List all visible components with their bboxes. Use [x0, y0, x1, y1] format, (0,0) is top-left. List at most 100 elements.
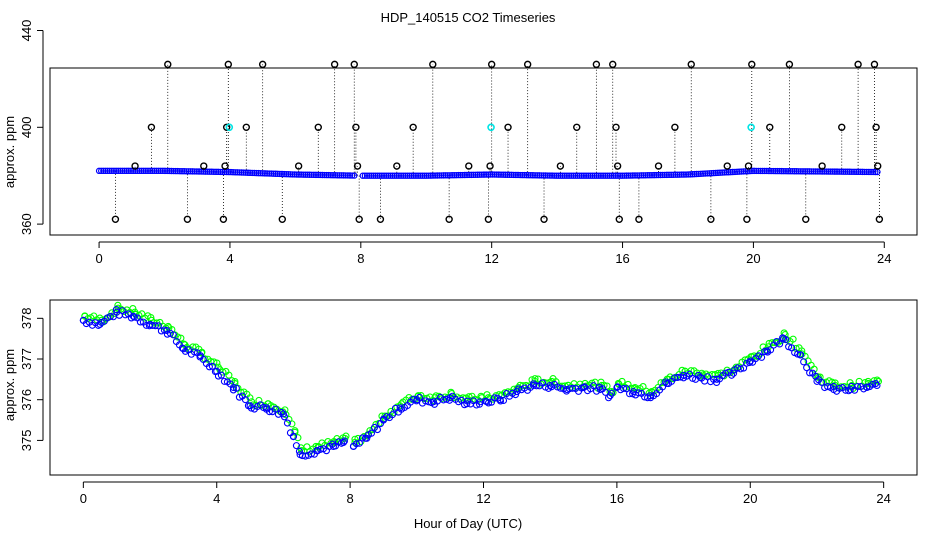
outlier-point — [654, 162, 663, 170]
baseline-point — [667, 171, 675, 179]
baseline-point — [168, 167, 175, 175]
reference-point — [147, 313, 155, 322]
baseline-point — [240, 169, 247, 176]
baseline-point — [784, 167, 792, 175]
baseline-point — [234, 169, 241, 176]
baseline-point — [661, 171, 668, 179]
baseline-point — [480, 171, 488, 178]
baseline-point — [665, 171, 673, 179]
measured-point — [358, 434, 367, 442]
baseline-point — [138, 167, 145, 175]
top-x-tick-label: 4 — [226, 251, 233, 266]
baseline-point — [536, 172, 543, 179]
measured-point — [241, 396, 249, 404]
baseline-point — [574, 172, 581, 179]
baseline-point — [523, 171, 530, 179]
bottom-plot-frame — [49, 299, 918, 476]
baseline-point — [397, 172, 405, 179]
baseline-point — [110, 167, 118, 175]
outlier-point — [687, 60, 695, 69]
baseline-point — [693, 170, 700, 178]
measured-point — [635, 389, 643, 397]
top-y-axis-label: approx. ppm — [2, 116, 17, 188]
baseline-point — [659, 171, 666, 179]
outlier-point — [409, 123, 417, 131]
baseline-point — [814, 168, 822, 175]
measured-point — [623, 385, 631, 393]
baseline-point — [714, 169, 722, 177]
measured-point — [644, 394, 652, 402]
baseline-point — [323, 171, 330, 179]
baseline-point — [378, 172, 386, 179]
measured-point — [307, 450, 315, 458]
top-y-axis: 360 400 440 — [19, 20, 44, 235]
bottom-y-tick-label: 375 — [19, 430, 34, 452]
baseline-point — [491, 171, 498, 178]
outlier-point — [258, 60, 267, 69]
baseline-point — [342, 172, 349, 179]
reference-point — [618, 377, 626, 385]
measured-point — [301, 452, 309, 460]
baseline-point — [610, 172, 617, 179]
outlier-point — [748, 60, 756, 69]
reference-point — [600, 381, 608, 389]
measured-point — [689, 374, 697, 382]
baseline-point — [410, 172, 418, 179]
baseline-point — [293, 171, 301, 178]
baseline-point — [212, 168, 220, 176]
baseline-point — [629, 172, 637, 179]
measured-point — [292, 442, 300, 450]
baseline-point — [308, 171, 315, 178]
outlier-point — [504, 123, 512, 131]
baseline-point — [670, 171, 677, 178]
baseline-point — [474, 171, 481, 178]
baseline-point — [319, 171, 326, 179]
baseline-point — [251, 169, 258, 177]
measured-point — [713, 375, 721, 383]
baseline-point — [444, 172, 452, 179]
top-plot-frame — [49, 67, 918, 236]
baseline-point — [791, 168, 798, 175]
baseline-point — [231, 169, 239, 176]
baseline-point — [689, 171, 696, 178]
baseline-point — [210, 168, 218, 175]
outlier-point — [870, 60, 879, 69]
baseline-point — [340, 172, 347, 179]
baseline-point — [108, 167, 116, 175]
baseline-point — [742, 168, 749, 175]
measured-point — [728, 371, 736, 379]
baseline-point — [157, 167, 164, 175]
measured-point — [704, 373, 712, 381]
top-x-axis: 0 4 8 12 16 20 24 — [95, 241, 892, 266]
outlier-point — [766, 123, 774, 131]
top-x-tick-label: 20 — [746, 251, 760, 266]
highlight-point — [747, 123, 755, 132]
bottom-x-tick-label: 4 — [213, 491, 220, 506]
baseline-point — [389, 172, 396, 179]
baseline-point — [242, 169, 250, 176]
baseline-point — [774, 167, 781, 175]
measured-point — [154, 322, 162, 330]
reference-point — [465, 393, 473, 401]
baseline-point — [146, 167, 154, 175]
baseline-point — [412, 172, 420, 179]
baseline-point — [642, 172, 649, 179]
baseline-point — [246, 169, 254, 177]
measured-point — [283, 419, 291, 427]
baseline-point — [119, 167, 126, 175]
baseline-point — [236, 169, 243, 176]
measured-point — [746, 358, 754, 367]
measured-point — [484, 399, 493, 407]
baseline-point — [244, 169, 252, 176]
measured-point — [776, 340, 784, 348]
baseline-point — [429, 172, 437, 179]
bottom-x-tick-label: 12 — [476, 491, 490, 506]
baseline-point — [406, 172, 413, 179]
baseline-point — [701, 170, 709, 177]
baseline-point — [425, 172, 432, 179]
baseline-point — [227, 168, 235, 176]
reference-point — [237, 388, 245, 396]
baseline-point — [782, 167, 790, 175]
measured-point — [340, 437, 348, 445]
measured-point — [121, 311, 129, 319]
